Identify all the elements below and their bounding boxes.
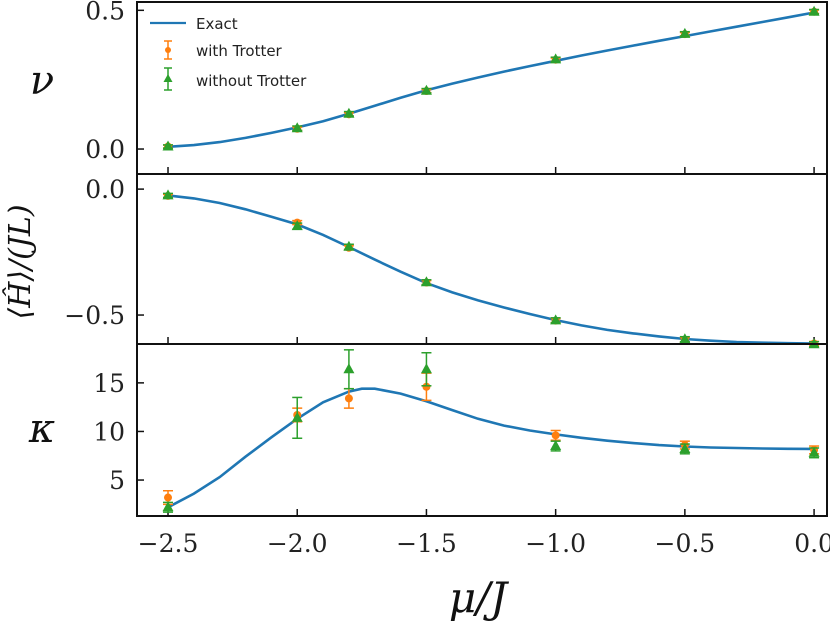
x-tick-label: −0.5 <box>655 529 716 558</box>
without_trotter-point <box>420 363 432 374</box>
y-tick-label-energy: −0.5 <box>64 301 125 330</box>
without_trotter-point <box>550 314 562 325</box>
without_trotter-point <box>420 84 432 95</box>
x-axis: −2.5 −2.0 −1.5 −1.0 −0.5 0.0 μ/J <box>138 529 830 622</box>
with_trotter-point <box>422 382 431 391</box>
x-tick-label: −1.0 <box>525 529 586 558</box>
legend-with-trotter-swatch <box>164 40 172 60</box>
x-axis-label: μ/J <box>449 573 509 622</box>
with_trotter-point <box>164 493 173 502</box>
axes-frame-kappa <box>136 343 828 517</box>
legend-without-trotter-swatch <box>163 67 173 91</box>
exact-line-energy <box>167 194 815 345</box>
x-tick-label: −2.5 <box>138 529 199 558</box>
ylabel-nu: ν <box>30 58 54 104</box>
without_trotter-point <box>291 122 303 133</box>
without_trotter-point <box>679 27 691 38</box>
without_trotter-point <box>550 440 562 451</box>
without_trotter-point <box>162 140 174 151</box>
exact-line-nu <box>167 11 815 149</box>
x-tick-label: 0.0 <box>794 529 830 558</box>
legend: Exact with Trotter without Trotter <box>150 15 307 91</box>
legend-exact-label: Exact <box>196 15 238 33</box>
x-tick-label: −1.5 <box>396 529 457 558</box>
without_trotter-point <box>162 501 174 512</box>
axes-frame-energy <box>136 173 828 345</box>
without_trotter-point <box>291 411 303 422</box>
panel-kappa: 5 10 15 κ <box>28 343 828 517</box>
without_trotter-point <box>343 107 355 118</box>
y-tick-label-nu: 0.0 <box>85 135 125 164</box>
panel-energy: 0.0 −0.5 ⟨Ĥ⟩/(JL) <box>2 173 828 349</box>
without_trotter-point <box>420 276 432 287</box>
plot-area-kappa: 5 10 15 <box>93 343 828 517</box>
exact-line-kappa <box>167 387 815 509</box>
without_trotter-point <box>550 53 562 64</box>
without_trotter-point <box>808 446 820 457</box>
plot-area-energy: 0.0 −0.5 <box>64 173 828 349</box>
without_trotter-point <box>343 240 355 251</box>
legend-without-trotter-label: without Trotter <box>196 72 307 90</box>
without_trotter-point <box>343 363 355 374</box>
with_trotter-point <box>344 394 353 403</box>
without_trotter-point <box>679 442 691 453</box>
without_trotter-point <box>679 333 691 344</box>
without_trotter-point <box>808 5 820 16</box>
y-tick-label-kappa: 15 <box>93 369 125 398</box>
legend-with-trotter-label: with Trotter <box>196 42 283 60</box>
without_trotter-point <box>291 220 303 231</box>
y-tick-label-nu: 0.5 <box>85 0 125 25</box>
y-tick-label-energy: 0.0 <box>85 175 125 204</box>
y-tick-label-kappa: 5 <box>109 466 125 495</box>
panel-nu: 0.0 0.5 ν <box>30 0 828 175</box>
without_trotter-point <box>162 189 174 200</box>
x-tick-label: −2.0 <box>267 529 328 558</box>
with_trotter-point <box>551 431 560 440</box>
ylabel-kappa: κ <box>28 406 55 452</box>
ylabel-energy: ⟨Ĥ⟩/(JL) <box>2 204 38 319</box>
y-tick-label-kappa: 10 <box>93 417 125 446</box>
